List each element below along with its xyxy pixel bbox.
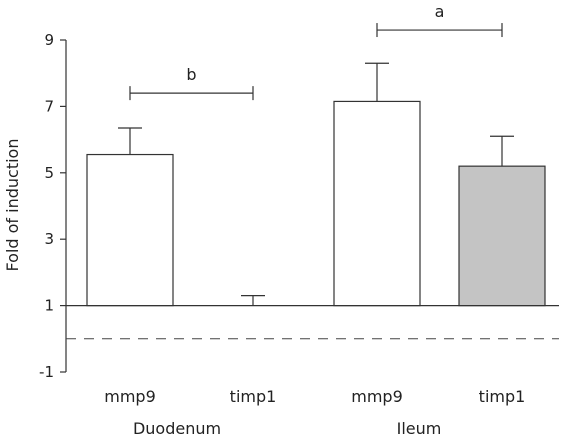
bar-2 (333, 100, 421, 307)
sig-label-0: b (186, 65, 196, 84)
sig-label-1: a (435, 2, 445, 21)
bar-0 (86, 153, 174, 307)
y-tick-label-5: 9 (44, 31, 54, 49)
y-tick-label-0: -1 (39, 363, 54, 381)
category-label-3: timp1 (479, 387, 526, 406)
significance-layer: ba (129, 2, 503, 101)
y-tick-label-4: 7 (44, 97, 54, 115)
y-tick-label-3: 5 (44, 164, 54, 182)
bars-layer (86, 62, 546, 307)
bar-3 (458, 165, 546, 307)
category-label-2: mmp9 (351, 387, 403, 406)
group-label-0: Duodenum (133, 419, 221, 438)
y-axis-label: Fold of induction (3, 139, 22, 272)
y-tick-label-2: 3 (44, 230, 54, 248)
category-label-0: mmp9 (104, 387, 156, 406)
category-label-1: timp1 (230, 387, 277, 406)
y-tick-label-1: 1 (44, 297, 54, 315)
group-label-1: Ileum (397, 419, 442, 438)
labels-layer: mmp9 timp1 mmp9 timp1 Duodenum Ileum (104, 387, 525, 438)
